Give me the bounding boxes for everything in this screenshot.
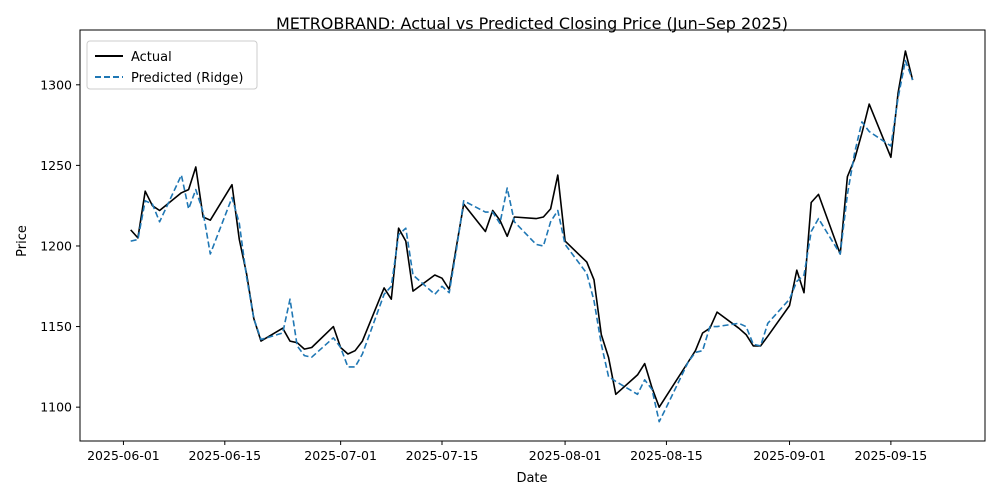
y-tick-label: 1300 xyxy=(40,77,72,92)
y-tick-label: 1100 xyxy=(40,400,72,415)
x-tick-label: 2025-08-15 xyxy=(630,448,703,463)
x-tick-label: 2025-06-01 xyxy=(87,448,160,463)
x-tick-label: 2025-07-01 xyxy=(304,448,377,463)
x-axis-label: Date xyxy=(516,471,547,486)
y-axis: 1100 1150 1200 1250 1300 xyxy=(40,77,80,415)
plot-area xyxy=(79,29,986,442)
series-line-actual xyxy=(130,50,914,409)
x-tick-label: 2025-08-01 xyxy=(529,448,602,463)
legend-label-predicted: Predicted (Ridge) xyxy=(131,71,243,86)
plot-frame xyxy=(79,29,986,442)
legend: Actual Predicted (Ridge) xyxy=(86,40,258,90)
x-axis: 2025-06-01 2025-06-15 2025-07-01 2025-07-15… xyxy=(87,441,927,463)
y-tick-label: 1200 xyxy=(40,238,72,253)
y-tick-label: 1150 xyxy=(40,319,72,334)
chart-title: METROBRAND: Actual vs Predicted Closing … xyxy=(276,14,788,33)
x-tick-label: 2025-09-15 xyxy=(855,448,928,463)
series-line-predicted-ridge xyxy=(130,59,914,423)
y-axis-label: Price xyxy=(15,225,30,257)
series-layer xyxy=(130,50,914,423)
y-tick-label: 1250 xyxy=(40,158,72,173)
x-tick-label: 2025-07-15 xyxy=(406,448,479,463)
legend-label-actual: Actual xyxy=(131,50,172,65)
x-tick-label: 2025-06-15 xyxy=(188,448,261,463)
legend-box xyxy=(86,40,258,90)
x-tick-label: 2025-09-01 xyxy=(753,448,826,463)
